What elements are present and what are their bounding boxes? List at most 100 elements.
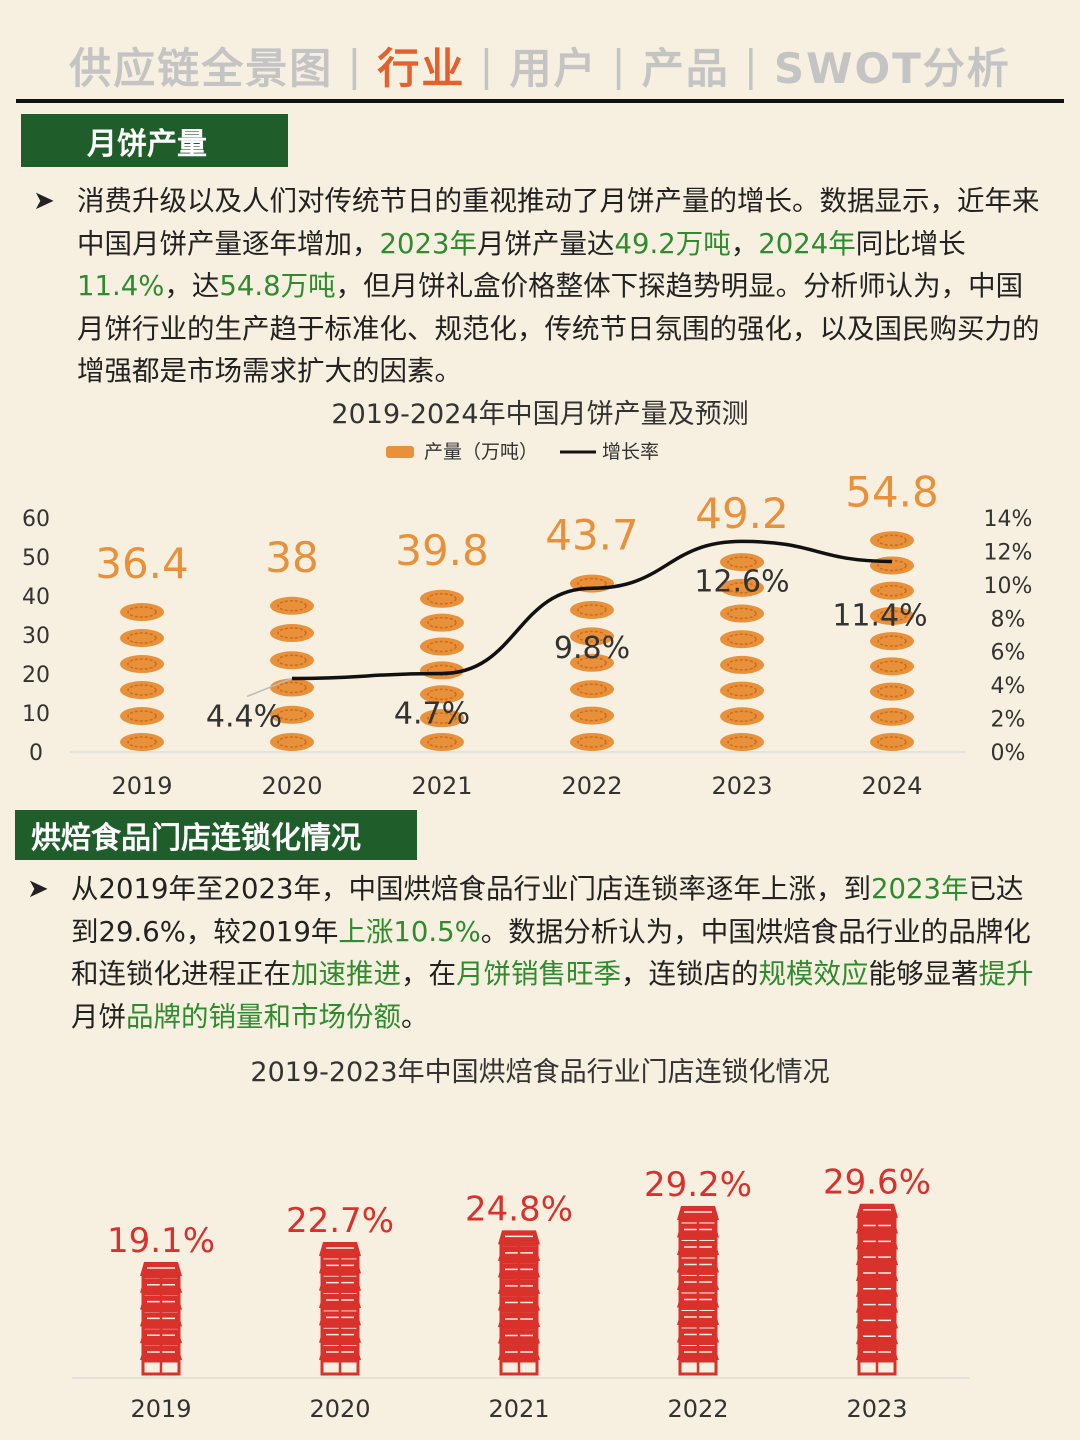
mooncake-icon	[120, 733, 164, 751]
mooncake-icon	[270, 705, 314, 724]
arrow-bullet-icon: ➤	[33, 186, 55, 216]
mooncake-pattern	[127, 684, 157, 696]
mooncake-pattern	[877, 685, 907, 698]
mooncake-pattern	[577, 604, 607, 616]
mooncake-icon	[120, 707, 164, 726]
mooncake-pattern	[577, 709, 607, 722]
mooncake-icon	[270, 596, 314, 615]
y2-tick-label: 0%	[991, 741, 1026, 766]
bar-value-label: 36.4	[95, 539, 189, 588]
y-tick-label: 40	[22, 585, 50, 610]
mooncake-icon	[270, 733, 314, 751]
arrow-bullet-icon: ➤	[27, 874, 49, 904]
body-text: ，但月饼礼盒价格整体下探趋势明显。分析师认为，中国月饼行业的生产趋于标准化、规范…	[77, 270, 1040, 387]
body-text: 月饼产量达	[477, 227, 615, 260]
mooncake-icon	[870, 632, 914, 651]
store-awning	[856, 1203, 898, 1218]
mooncake-icon	[120, 603, 164, 622]
mooncake-icon	[570, 706, 614, 725]
mooncake-pattern	[127, 632, 157, 644]
mooncake-pattern	[727, 710, 757, 723]
bar-store-stack	[140, 1261, 182, 1376]
bar-value-label: 49.2	[695, 489, 789, 538]
store-awning	[677, 1205, 719, 1220]
bar-store-stack	[677, 1205, 719, 1376]
chart-legend: 产量（万吨） 增长率	[386, 441, 659, 463]
store-body	[857, 1264, 897, 1281]
top-navigation: 供应链全景图 | 行业 | 用户 | 产品 | SWOT分析	[0, 32, 1080, 98]
bar-store-stack	[498, 1230, 540, 1376]
x-tick-label: 2024	[861, 772, 922, 800]
y2-tick-label: 12%	[984, 540, 1033, 565]
y-tick-label: 0	[29, 741, 43, 766]
mooncake-icon	[570, 653, 614, 672]
store-icon	[856, 1298, 898, 1329]
y-tick-label: 50	[22, 546, 50, 571]
body-text: 。	[401, 1000, 429, 1033]
bar-store-stack	[856, 1203, 898, 1376]
nav-item-0[interactable]: 供应链全景图	[69, 43, 334, 93]
mooncake-pattern	[727, 684, 757, 697]
mooncake-icon	[420, 733, 464, 751]
bar-mooncake-stack	[270, 596, 314, 751]
x-tick-label: 2019	[130, 1395, 191, 1423]
nav-item-3[interactable]: 产品	[641, 43, 730, 93]
y2-tick-label: 2%	[991, 708, 1026, 733]
legend-label-output: 产量（万吨）	[424, 441, 538, 463]
mooncake-pattern	[877, 635, 907, 647]
store-icon	[498, 1230, 540, 1260]
mooncake-pattern	[127, 710, 157, 722]
store-body	[678, 1236, 718, 1253]
mooncake-pattern	[127, 658, 157, 670]
nav-separator: |	[479, 40, 496, 90]
x-tick-label: 2020	[309, 1395, 370, 1423]
body-text: 能够显著	[868, 958, 979, 990]
mooncake-icon	[570, 627, 614, 646]
body-text: ，达	[164, 270, 220, 302]
bakery-paragraph: ➤ 从2019年至2023年，中国烘焙食品行业门店连锁率逐年上涨，到2023年已…	[27, 868, 1039, 1038]
body-text: 同比增长	[855, 227, 966, 260]
mooncake-icon	[420, 637, 464, 656]
chart-title-bakery-chain: 2019-2023年中国烘焙食品行业门店连锁化情况	[250, 1057, 830, 1088]
growth-rate-label: 12.6%	[694, 564, 789, 599]
mooncake-paragraph: ➤ 消费升级以及人们对传统节日的重视推动了月饼产量的增长。数据显示，近年来中国月…	[33, 180, 1045, 393]
nav-item-1[interactable]: 行业	[377, 43, 466, 93]
highlight-text: 上涨10.5%	[338, 915, 481, 948]
y-tick-label: 10	[22, 702, 50, 727]
highlight-text: 49.2万吨	[614, 227, 731, 260]
highlight-text: 加速推进	[291, 958, 401, 990]
store-awning	[498, 1230, 540, 1245]
bar-value-label: 24.8%	[465, 1189, 573, 1229]
growth-rate-label: 9.8%	[554, 631, 630, 666]
store-body	[320, 1324, 360, 1341]
paragraph-text: 从2019年至2023年，中国烘焙食品行业门店连锁率逐年上涨，到2023年已达到…	[71, 873, 1034, 1033]
highlight-text: 54.8万吨	[219, 270, 336, 302]
mooncake-icon	[570, 600, 614, 619]
store-body	[320, 1255, 360, 1272]
nav-item-2[interactable]: 用户	[509, 43, 598, 93]
store-body	[320, 1307, 360, 1324]
mooncake-icon	[570, 733, 614, 751]
mooncake-pattern	[727, 556, 757, 568]
mooncake-icon	[870, 531, 914, 550]
y-tick-label: 60	[22, 507, 50, 532]
mooncake-icon	[420, 709, 464, 728]
x-tick-label: 2022	[667, 1395, 728, 1423]
mooncake-pattern	[277, 654, 307, 667]
y2-tick-label: 10%	[984, 574, 1033, 599]
mooncake-pattern	[577, 630, 607, 643]
nav-item-4[interactable]: SWOT分析	[773, 43, 1011, 93]
section-tag-bakery-chain: 烘焙食品门店连锁化情况	[15, 810, 417, 860]
mooncake-icon	[870, 581, 914, 600]
bar-value-label: 29.2%	[644, 1165, 752, 1205]
mooncake-pattern	[877, 610, 907, 622]
store-body	[320, 1342, 360, 1359]
bar-mooncake-stack	[420, 589, 464, 751]
mooncake-pattern	[127, 736, 157, 748]
body-text: 月饼	[71, 1000, 126, 1033]
mooncake-pattern	[727, 582, 757, 594]
mooncake-pattern	[277, 681, 307, 694]
x-tick-label: 2021	[488, 1395, 549, 1423]
mooncake-icon	[270, 624, 314, 643]
mooncake-icon	[120, 629, 164, 648]
